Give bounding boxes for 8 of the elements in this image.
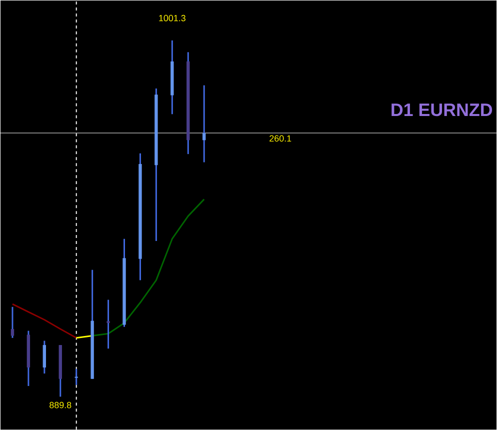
text: 1001.3 [159, 14, 186, 22]
candlestick [106, 298, 110, 350]
candlestick [74, 368, 78, 386]
candlestick [10, 306, 14, 339]
text: 260.1 [270, 135, 292, 142]
text: 889.8 [50, 402, 72, 408]
text: D1 EURNZD [392, 104, 492, 116]
candlestick [202, 84, 206, 163]
